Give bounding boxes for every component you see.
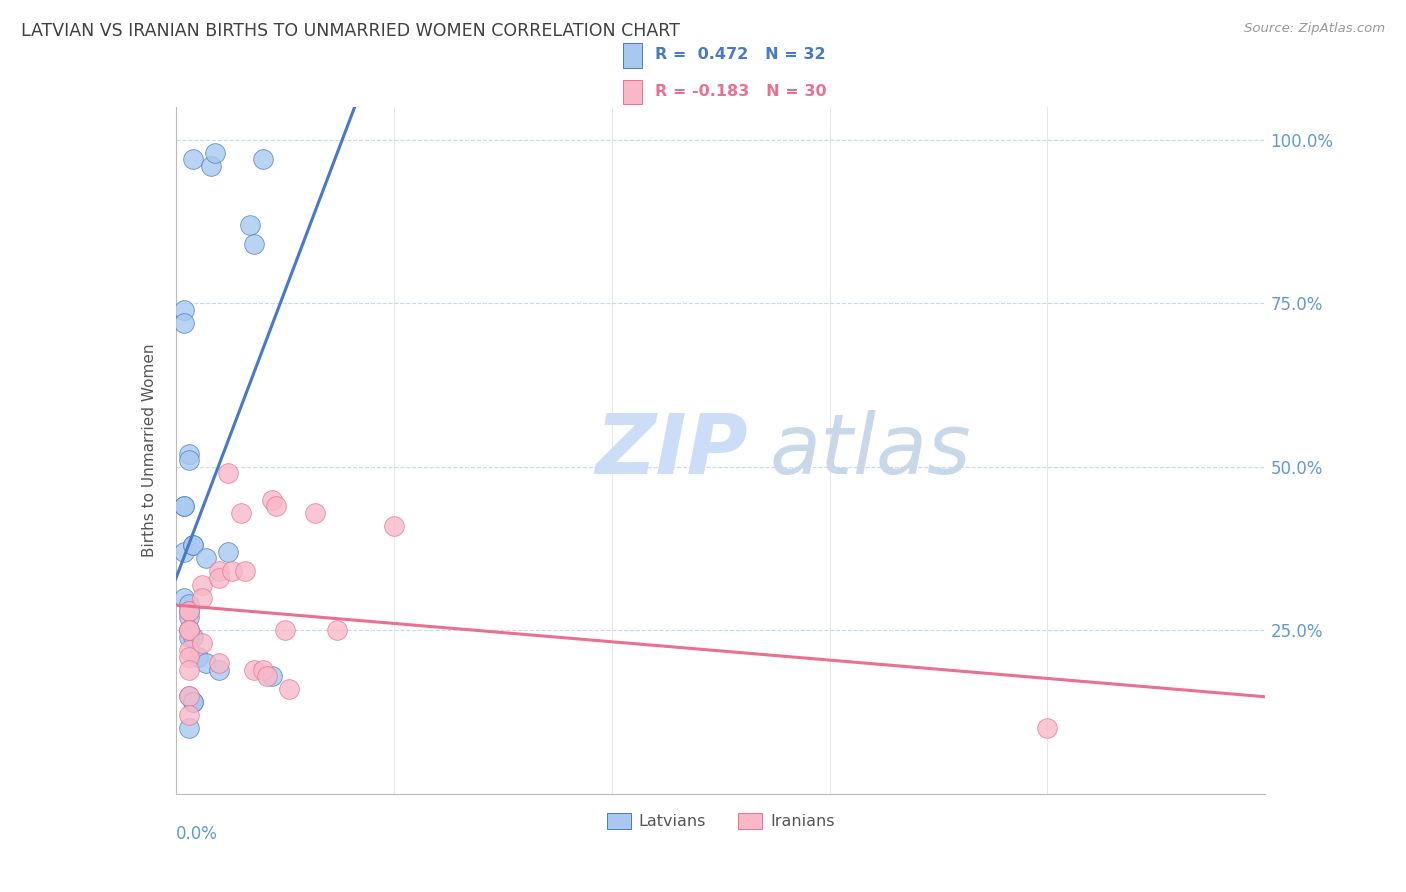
Point bbox=[256, 669, 278, 683]
Point bbox=[208, 571, 231, 585]
Point bbox=[181, 538, 204, 552]
Point bbox=[217, 467, 239, 481]
Point bbox=[208, 656, 231, 670]
Point bbox=[177, 722, 200, 736]
Point bbox=[274, 624, 297, 638]
Point bbox=[278, 682, 301, 697]
Point bbox=[186, 649, 209, 664]
Point bbox=[173, 302, 195, 317]
Point bbox=[260, 492, 283, 507]
Point bbox=[173, 591, 195, 605]
Text: Source: ZipAtlas.com: Source: ZipAtlas.com bbox=[1244, 22, 1385, 36]
Point bbox=[243, 663, 266, 677]
Point bbox=[243, 237, 266, 252]
Point bbox=[173, 499, 195, 513]
Point bbox=[181, 695, 204, 709]
Point bbox=[231, 506, 253, 520]
Text: 0.0%: 0.0% bbox=[176, 825, 218, 843]
Point bbox=[191, 577, 214, 591]
Point bbox=[208, 663, 231, 677]
Point bbox=[177, 604, 200, 618]
Point bbox=[191, 636, 214, 650]
Point bbox=[181, 695, 204, 709]
Legend: Latvians, Iranians: Latvians, Iranians bbox=[599, 805, 842, 838]
Point bbox=[177, 624, 200, 638]
Point bbox=[260, 669, 283, 683]
Point bbox=[304, 506, 326, 520]
Point bbox=[235, 565, 257, 579]
Point bbox=[239, 218, 262, 232]
Point bbox=[177, 624, 200, 638]
Point bbox=[217, 545, 239, 559]
Point bbox=[181, 538, 204, 552]
Text: ZIP: ZIP bbox=[595, 410, 748, 491]
Point bbox=[181, 630, 204, 644]
Point bbox=[195, 551, 218, 566]
Point bbox=[177, 624, 200, 638]
Point bbox=[173, 545, 195, 559]
Text: atlas: atlas bbox=[769, 410, 972, 491]
Point bbox=[252, 153, 274, 167]
Point bbox=[177, 708, 200, 723]
Point bbox=[264, 499, 287, 513]
Text: R =  0.472   N = 32: R = 0.472 N = 32 bbox=[655, 47, 827, 62]
Point bbox=[177, 447, 200, 461]
Point bbox=[177, 689, 200, 703]
Point bbox=[382, 518, 405, 533]
Point bbox=[173, 499, 195, 513]
Y-axis label: Births to Unmarried Women: Births to Unmarried Women bbox=[142, 343, 157, 558]
Point bbox=[191, 591, 214, 605]
Point bbox=[326, 624, 349, 638]
Point bbox=[177, 649, 200, 664]
Point bbox=[177, 643, 200, 657]
Point bbox=[1036, 722, 1059, 736]
Point bbox=[208, 565, 231, 579]
Text: R = -0.183   N = 30: R = -0.183 N = 30 bbox=[655, 84, 827, 98]
Point bbox=[177, 604, 200, 618]
Point bbox=[177, 663, 200, 677]
Point bbox=[200, 159, 222, 173]
Point bbox=[204, 145, 226, 160]
Text: LATVIAN VS IRANIAN BIRTHS TO UNMARRIED WOMEN CORRELATION CHART: LATVIAN VS IRANIAN BIRTHS TO UNMARRIED W… bbox=[21, 22, 681, 40]
Point bbox=[221, 565, 243, 579]
Point bbox=[195, 656, 218, 670]
Point bbox=[177, 597, 200, 611]
Point bbox=[177, 453, 200, 467]
Point bbox=[252, 663, 274, 677]
Bar bbox=[623, 79, 641, 104]
Point bbox=[177, 604, 200, 618]
Point bbox=[177, 610, 200, 624]
Point bbox=[177, 689, 200, 703]
Point bbox=[181, 153, 204, 167]
Point bbox=[173, 316, 195, 330]
Bar bbox=[623, 44, 641, 68]
Point bbox=[177, 630, 200, 644]
